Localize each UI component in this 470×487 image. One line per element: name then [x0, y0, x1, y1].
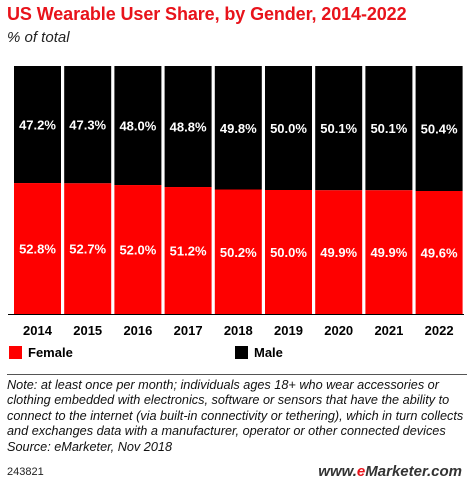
data-label-female-2021: 49.9%: [370, 245, 407, 260]
x-tick-2017: 2017: [174, 323, 203, 338]
data-label-male-2017: 48.8%: [170, 120, 207, 135]
bar-female-2019: [265, 190, 312, 314]
legend-female-label: Female: [28, 344, 73, 360]
source-text: Source: eMarketer, Nov 2018: [7, 439, 173, 454]
data-label-female-2017: 51.2%: [170, 244, 207, 259]
brand-e: e: [356, 463, 366, 480]
data-label-female-2020: 49.9%: [320, 245, 357, 260]
data-label-female-2014: 52.8%: [19, 242, 56, 257]
x-tick-2019: 2019: [274, 323, 303, 338]
bar-female-2018: [214, 189, 262, 314]
x-tick-2014: 2014: [23, 323, 53, 338]
x-tick-2016: 2016: [123, 323, 152, 338]
bar-female-2017: [164, 187, 212, 314]
chart-id: 243821: [7, 466, 44, 478]
chart-subtitle: % of total: [7, 29, 70, 46]
bar-male-2017: [164, 66, 212, 188]
legend-male-swatch: [235, 345, 248, 359]
data-label-female-2022: 49.6%: [421, 245, 458, 260]
data-label-male-2015: 47.3%: [69, 118, 106, 133]
data-label-female-2019: 50.0%: [270, 245, 307, 260]
chart-title: US Wearable User Share, by Gender, 2014-…: [7, 4, 407, 24]
data-label-female-2016: 52.0%: [119, 243, 156, 258]
chart-notes: Note: at least once per month; individua…: [7, 374, 467, 455]
data-label-female-2018: 50.2%: [220, 245, 257, 260]
data-label-male-2014: 47.2%: [19, 118, 56, 133]
emarketer-logo[interactable]: www.eMarketer.com: [318, 463, 462, 480]
bar-female-2021: [365, 190, 413, 314]
brand-prefix: www.: [318, 463, 357, 480]
legend-female: Female: [9, 344, 73, 360]
brand-rest: Marketer: [365, 463, 427, 480]
data-label-male-2019: 50.0%: [270, 121, 307, 136]
brand-suffix: .com: [426, 463, 462, 480]
bar-female-2015: [64, 183, 112, 314]
legend-male: Male: [235, 344, 283, 360]
data-label-male-2018: 49.8%: [220, 121, 257, 136]
note-text: Note: at least once per month; individua…: [7, 378, 464, 439]
bar-male-2014: [14, 66, 61, 184]
bar-female-2020: [315, 190, 363, 314]
x-tick-2020: 2020: [324, 323, 353, 338]
legend-female-swatch: [9, 345, 22, 359]
bar-male-2016: [114, 66, 162, 186]
stacked-bar-chart: 47.2% 52.8% 2014 47.3% 52.7% 2015 48.0% 52.0% 20…: [8, 66, 464, 338]
x-tick-2018: 2018: [224, 323, 253, 338]
data-label-male-2022: 50.4%: [421, 121, 458, 136]
bar-female-2022: [415, 190, 463, 314]
bar-female-2016: [114, 185, 162, 314]
bar-male-2015: [64, 66, 112, 184]
legend-male-label: Male: [254, 344, 283, 360]
bar-male-2019: [265, 66, 312, 190]
bar-male-2018: [214, 66, 262, 190]
x-tick-2022: 2022: [425, 323, 454, 338]
data-label-male-2020: 50.1%: [320, 121, 357, 136]
x-tick-2015: 2015: [73, 323, 102, 338]
x-tick-2021: 2021: [374, 323, 403, 338]
bar-male-2021: [365, 66, 413, 191]
bar-male-2022: [415, 66, 463, 191]
data-label-male-2021: 50.1%: [370, 121, 407, 136]
data-label-male-2016: 48.0%: [119, 119, 156, 134]
data-label-female-2015: 52.7%: [69, 242, 106, 257]
bar-female-2014: [14, 183, 61, 314]
bar-male-2020: [315, 66, 363, 191]
